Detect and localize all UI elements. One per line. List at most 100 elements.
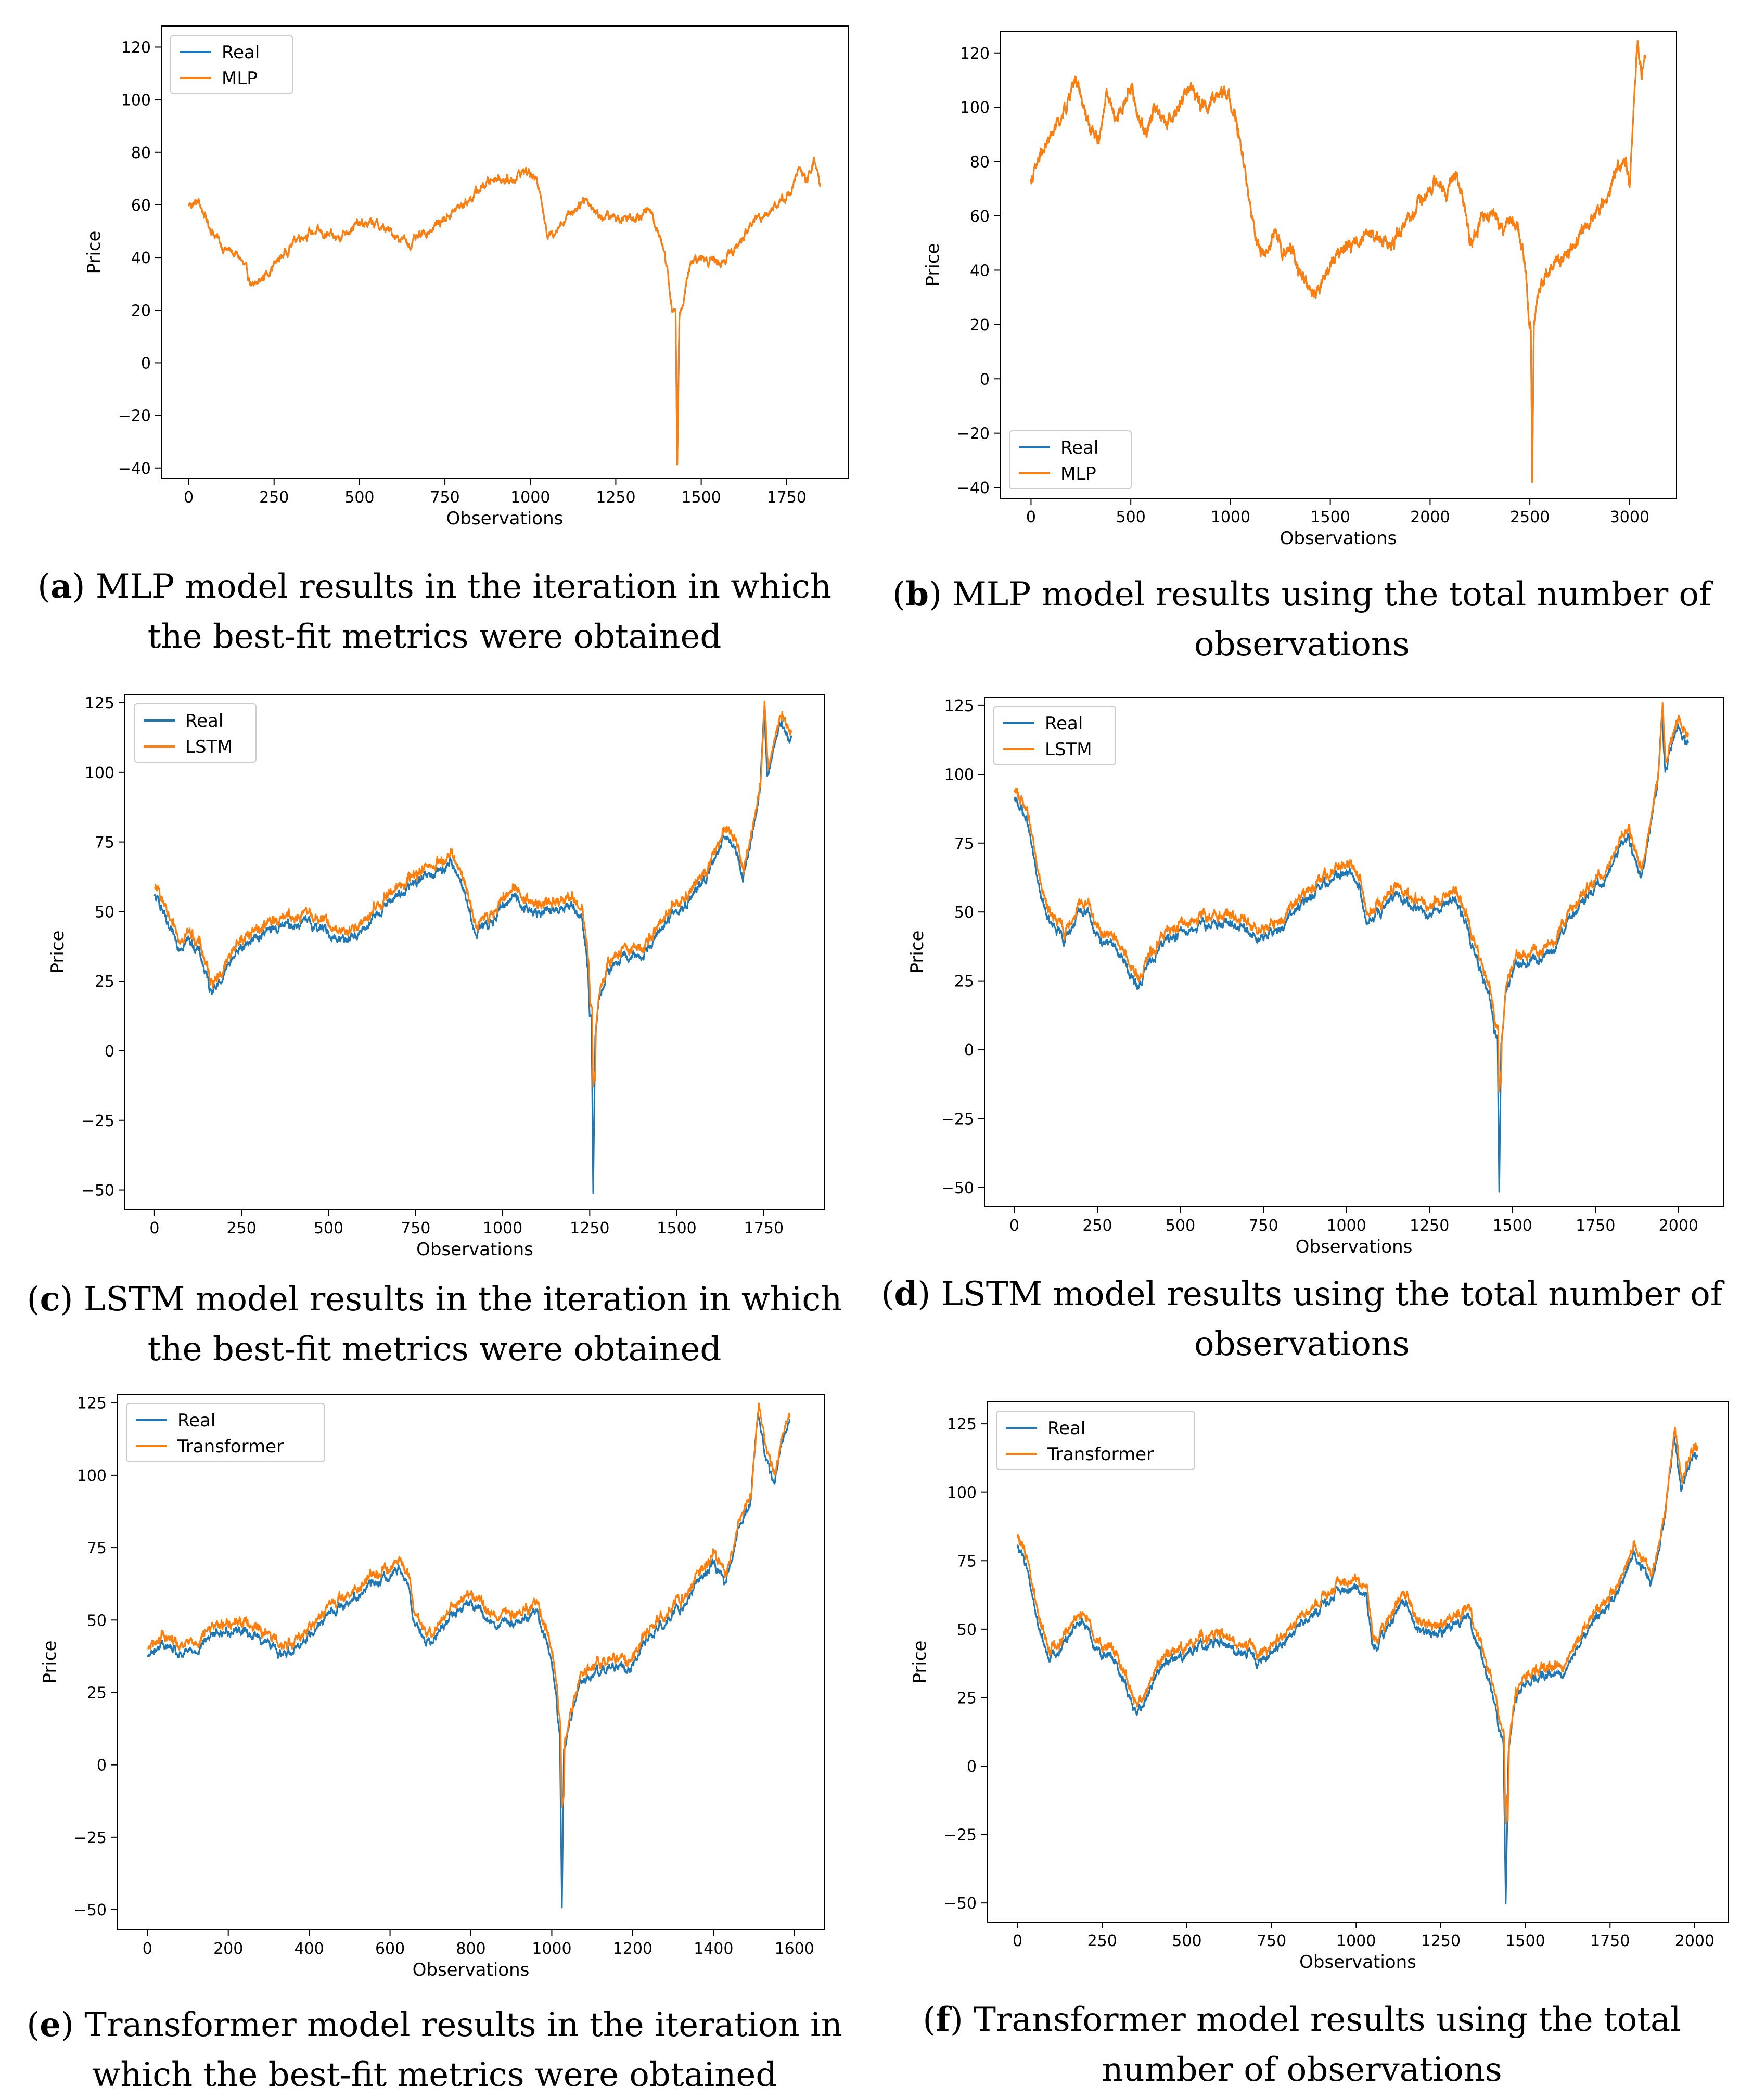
x-tick-label: 1600 <box>775 1940 814 1958</box>
y-tick-label: −20 <box>118 407 151 426</box>
legend-box <box>996 1411 1195 1470</box>
legend-label: MLP <box>222 68 258 89</box>
y-tick-label: 20 <box>970 316 990 334</box>
y-tick-label: 100 <box>947 1484 977 1502</box>
x-tick-label: 1000 <box>1211 508 1250 526</box>
y-tick-label: 20 <box>131 302 151 320</box>
x-tick-label: 0 <box>143 1940 152 1958</box>
series-group <box>1030 40 1646 483</box>
series-line-model <box>154 701 792 1088</box>
x-tick-label: 750 <box>1248 1217 1278 1235</box>
x-tick-label: 750 <box>430 488 459 507</box>
series-line-real <box>1014 711 1689 1193</box>
y-tick-label: 80 <box>131 144 151 162</box>
plot-frame <box>984 697 1724 1207</box>
x-tick-label: 1500 <box>1310 508 1350 526</box>
x-tick-label: 1000 <box>1326 1217 1366 1235</box>
x-tick-label: 500 <box>314 1219 343 1238</box>
x-axis-title: Observations <box>413 1960 530 1980</box>
legend: Real MLP <box>170 35 293 94</box>
y-tick-label: 125 <box>77 1395 107 1413</box>
x-axis-title: Observations <box>1296 1236 1413 1257</box>
x-tick-label: 1750 <box>1590 1932 1630 1950</box>
x-tick-label: 1000 <box>1336 1932 1376 1950</box>
x-tick-label: 1500 <box>681 488 721 507</box>
y-tick-label: −20 <box>957 425 990 443</box>
y-tick-label: −25 <box>82 1112 114 1130</box>
x-tick-label: 250 <box>1082 1217 1112 1235</box>
y-tick-label: 75 <box>87 1539 107 1557</box>
y-tick-label: 50 <box>95 903 114 921</box>
x-tick-label: 1500 <box>657 1219 696 1238</box>
series-group <box>188 157 821 466</box>
x-tick-label: 1250 <box>1421 1932 1461 1950</box>
y-tick-label: 0 <box>980 370 990 389</box>
x-tick-label: 750 <box>1257 1932 1286 1950</box>
chart-f: 0 250 500 750 1000 1250 1500 1750 2000 −50 −25 0 25 5… <box>910 1401 1729 1973</box>
y-tick-label: 120 <box>960 45 990 63</box>
series-line-real <box>1017 1436 1698 1904</box>
series-line-model <box>1030 40 1646 483</box>
caption-b: (b) MLP model results using the total nu… <box>892 575 1711 664</box>
plot-frame <box>987 1401 1729 1923</box>
y-tick-label: 100 <box>944 766 974 784</box>
panel-c: 0 250 500 750 1000 1250 1500 1750 −50 −25 0 25 50 75 1… <box>0 671 870 1369</box>
legend: Real Transformer <box>126 1403 325 1462</box>
legend-label: Real <box>1047 1418 1085 1439</box>
legend-label: Transformer <box>177 1436 284 1457</box>
legend: Real Transformer <box>996 1411 1195 1470</box>
legend-label: MLP <box>1060 463 1096 484</box>
y-tick-label: 60 <box>131 197 151 215</box>
series-group <box>1017 1426 1699 1904</box>
y-tick-label: 75 <box>957 1552 977 1570</box>
y-tick-label: 25 <box>95 973 114 991</box>
x-tick-label: 1250 <box>570 1219 609 1238</box>
x-tick-label: 250 <box>1088 1932 1117 1950</box>
caption-f: (f) Transformer model results using the … <box>923 2000 1681 2089</box>
y-tick-label: 100 <box>85 764 114 782</box>
y-axis-title: Price <box>47 931 68 974</box>
x-tick-label: 750 <box>401 1219 430 1238</box>
x-tick-label: 500 <box>1166 1217 1195 1235</box>
y-tick-label: 50 <box>87 1612 107 1630</box>
plot-frame <box>124 694 825 1210</box>
x-tick-label: 500 <box>344 488 374 507</box>
series-line-model <box>147 1402 791 1808</box>
series-line-real <box>146 1412 790 1909</box>
caption-d: (d) LSTM model results using the total n… <box>881 1274 1723 1363</box>
y-axis-title: Price <box>923 243 943 287</box>
chart-d: 0 250 500 750 1000 1250 1500 1750 2000 −50 −25 0 25 5… <box>907 697 1724 1257</box>
x-tick-label: 2500 <box>1510 508 1550 526</box>
series-line-model <box>1017 1426 1699 1824</box>
x-tick-label: 0 <box>184 488 194 507</box>
y-axis-title: Price <box>40 1641 60 1684</box>
series-group <box>146 1402 791 1909</box>
y-tick-label: −50 <box>941 1179 974 1197</box>
panel-e: 0 200 400 600 800 1000 1200 1400 1600 −50 −25 0 25 50… <box>0 1373 870 2099</box>
x-axis-title: Observations <box>1299 1952 1416 1973</box>
x-tick-label: 0 <box>1026 508 1036 526</box>
legend: Real MLP <box>1009 430 1132 489</box>
chart-b: 0 500 1000 1500 2000 2500 3000 −40 −20 0 20 40 60 80 1… <box>923 31 1677 549</box>
x-tick-label: 500 <box>1172 1932 1201 1950</box>
y-tick-label: 0 <box>105 1042 114 1061</box>
x-axis-title: Observations <box>446 508 564 529</box>
plot-frame <box>117 1394 825 1930</box>
x-tick-label: 1000 <box>532 1940 571 1958</box>
legend-box <box>126 1403 325 1462</box>
y-axis-title: Price <box>907 931 928 974</box>
x-axis-title: Observations <box>1280 528 1397 549</box>
legend-label: Real <box>1045 713 1083 734</box>
panel-b: 0 500 1000 1500 2000 2500 3000 −40 −20 0 20 40 60 80 1… <box>870 0 1740 671</box>
x-tick-label: 250 <box>259 488 289 507</box>
y-tick-label: 0 <box>967 1758 977 1776</box>
y-tick-label: 0 <box>141 354 151 372</box>
y-tick-label: 75 <box>95 834 114 852</box>
chart-a: 0 250 500 750 1000 1250 1500 1750 −40 −20 0 20 40 60 8… <box>84 25 849 529</box>
y-tick-label: 75 <box>954 835 974 853</box>
y-axis-title: Price <box>910 1641 930 1684</box>
y-tick-label: 125 <box>947 1415 977 1434</box>
caption-a: (a) MLP model results in the iteration i… <box>37 567 831 656</box>
x-tick-label: 0 <box>1009 1217 1019 1235</box>
series-group <box>153 701 792 1194</box>
